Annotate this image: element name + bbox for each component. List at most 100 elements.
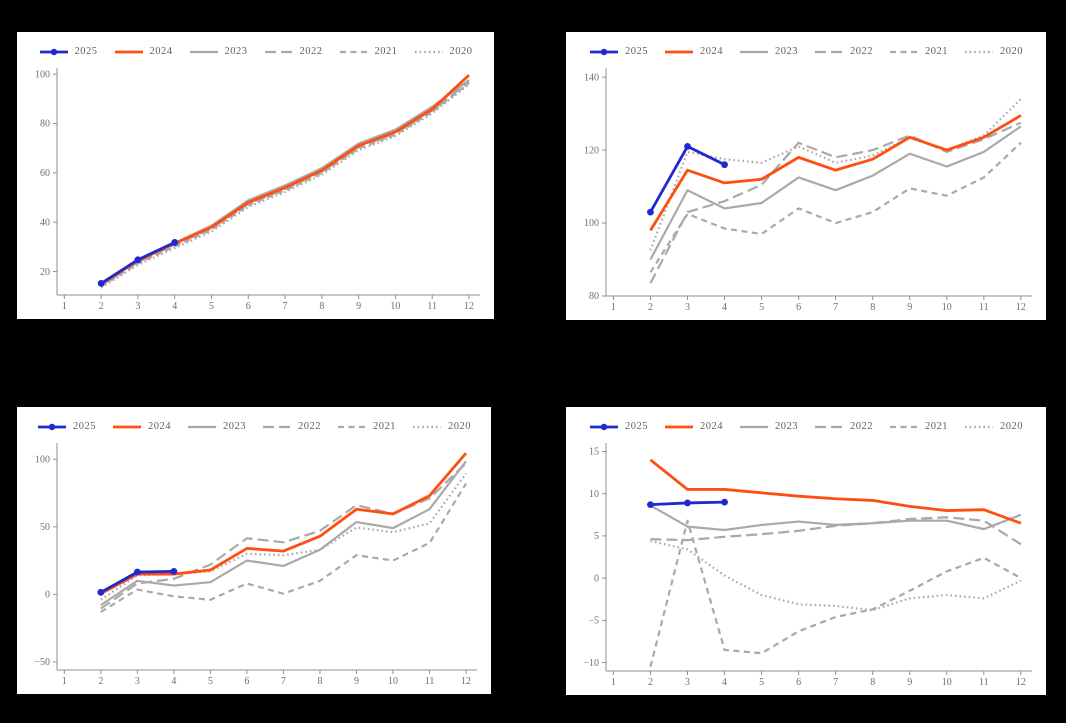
series-marker-2025 — [97, 588, 105, 596]
x-tick-label: 8 — [870, 302, 875, 313]
x-tick-label: 4 — [722, 677, 727, 688]
x-tick-label: 3 — [685, 302, 690, 313]
chart-panel-top-left: 20 40 60 80 100 1 2 3 4 5 6 7 8 9 10 11 12 2025 2024 2023 20… — [17, 32, 494, 319]
series-marker-2025 — [647, 208, 654, 216]
y-tick-label: 80 — [40, 119, 50, 130]
series-marker-2025 — [133, 568, 141, 576]
y-tick-label: 140 — [584, 72, 599, 83]
y-tick-label: −50 — [34, 657, 50, 668]
x-tick-label: 5 — [209, 301, 214, 312]
y-tick-label: 60 — [40, 168, 50, 179]
y-tick-label: 20 — [40, 267, 50, 278]
x-tick-label: 3 — [135, 676, 140, 687]
series-line-2021 — [649, 141, 1022, 273]
x-tick-label: 10 — [388, 676, 398, 687]
x-tick-label: 5 — [759, 677, 764, 688]
x-tick-label: 4 — [172, 301, 177, 312]
x-tick-label: 12 — [464, 301, 474, 312]
x-tick-label: 11 — [427, 301, 437, 312]
series-line-2021 — [100, 482, 467, 613]
x-tick-label: 6 — [796, 677, 801, 688]
x-tick-label: 9 — [354, 676, 359, 687]
x-tick-label: 6 — [244, 676, 249, 687]
x-tick-label: 7 — [281, 676, 286, 687]
x-tick-label: 5 — [208, 676, 213, 687]
series-marker-2025 — [647, 501, 654, 509]
x-tick-label: 1 — [62, 301, 67, 312]
y-tick-label: 100 — [35, 69, 50, 80]
series-line-2020 — [100, 472, 467, 601]
y-tick-label: 10 — [589, 489, 599, 500]
series-line-2022 — [649, 121, 1022, 284]
x-tick-label: 1 — [611, 302, 616, 313]
x-tick-label: 12 — [461, 676, 471, 687]
series-line-2023 — [649, 125, 1022, 261]
series-line-2020 — [650, 539, 1022, 612]
x-tick-label: 8 — [317, 676, 322, 687]
x-tick-label: 11 — [979, 677, 989, 688]
x-tick-label: 12 — [1016, 677, 1026, 688]
x-tick-label: 9 — [907, 302, 912, 313]
x-tick-label: 5 — [759, 302, 764, 313]
y-tick-label: 100 — [584, 218, 599, 229]
series-line-2024 — [649, 458, 1022, 525]
x-tick-label: 7 — [283, 301, 288, 312]
chart-panel-bottom-left: −50 0 50 100 1 2 3 4 5 6 7 8 9 10 11 12 2025 2024 2023 2022… — [17, 407, 491, 694]
series-marker-2025 — [134, 256, 142, 264]
series-line-2024 — [649, 114, 1022, 232]
series-line-2021 — [649, 519, 1022, 668]
series-line-2024 — [100, 452, 468, 595]
y-tick-label: 0 — [45, 590, 50, 601]
series-line-2022 — [100, 462, 467, 610]
x-tick-label: 2 — [648, 302, 653, 313]
series-line-2020 — [100, 83, 470, 289]
y-tick-label: 0 — [594, 573, 599, 584]
y-tick-label: 100 — [35, 454, 50, 465]
x-tick-label: 11 — [979, 302, 989, 313]
y-tick-label: 40 — [40, 217, 50, 228]
x-tick-label: 6 — [246, 301, 251, 312]
series-marker-2025 — [684, 143, 691, 150]
x-tick-label: 9 — [907, 677, 912, 688]
x-tick-label: 8 — [319, 301, 324, 312]
x-tick-label: 11 — [425, 676, 435, 687]
series-marker-2025 — [684, 499, 691, 507]
x-tick-label: 10 — [390, 301, 400, 312]
series-line-2020 — [649, 98, 1022, 251]
x-tick-label: 8 — [870, 677, 875, 688]
x-tick-label: 2 — [98, 676, 103, 687]
y-tick-label: −10 — [583, 658, 599, 669]
series-marker-2025 — [170, 567, 178, 575]
x-tick-label: 10 — [942, 302, 952, 313]
x-tick-label: 2 — [648, 677, 653, 688]
x-tick-label: 3 — [135, 301, 140, 312]
series-line-2023 — [649, 504, 1022, 532]
x-tick-label: 2 — [99, 301, 104, 312]
x-tick-label: 9 — [356, 301, 361, 312]
x-tick-label: 10 — [942, 677, 952, 688]
x-tick-label: 4 — [171, 676, 176, 687]
x-tick-label: 3 — [685, 677, 690, 688]
y-tick-label: 120 — [584, 145, 599, 156]
x-tick-label: 6 — [796, 302, 801, 313]
series-marker-2025 — [97, 280, 105, 287]
y-tick-label: 5 — [594, 531, 599, 542]
x-tick-label: 1 — [611, 677, 616, 688]
series-marker-2025 — [171, 239, 179, 246]
series-line-2023 — [100, 460, 467, 607]
series-line-2024 — [100, 74, 470, 286]
chart-panel-bottom-right: −10 −5 0 5 10 15 1 2 3 4 5 6 7 8 9 10 11 12 2025 2024 2023 20… — [566, 407, 1046, 695]
chart-panel-top-right: 80 100 120 140 1 2 3 4 5 6 7 8 9 10 11 12 2025 2024 2023 20… — [566, 32, 1046, 320]
y-tick-label: −5 — [588, 616, 599, 627]
series-marker-2025 — [721, 161, 728, 169]
x-tick-label: 7 — [833, 677, 838, 688]
x-tick-label: 1 — [62, 676, 67, 687]
series-marker-2025 — [721, 498, 728, 506]
y-tick-label: 50 — [40, 522, 50, 533]
x-tick-label: 12 — [1016, 302, 1026, 313]
